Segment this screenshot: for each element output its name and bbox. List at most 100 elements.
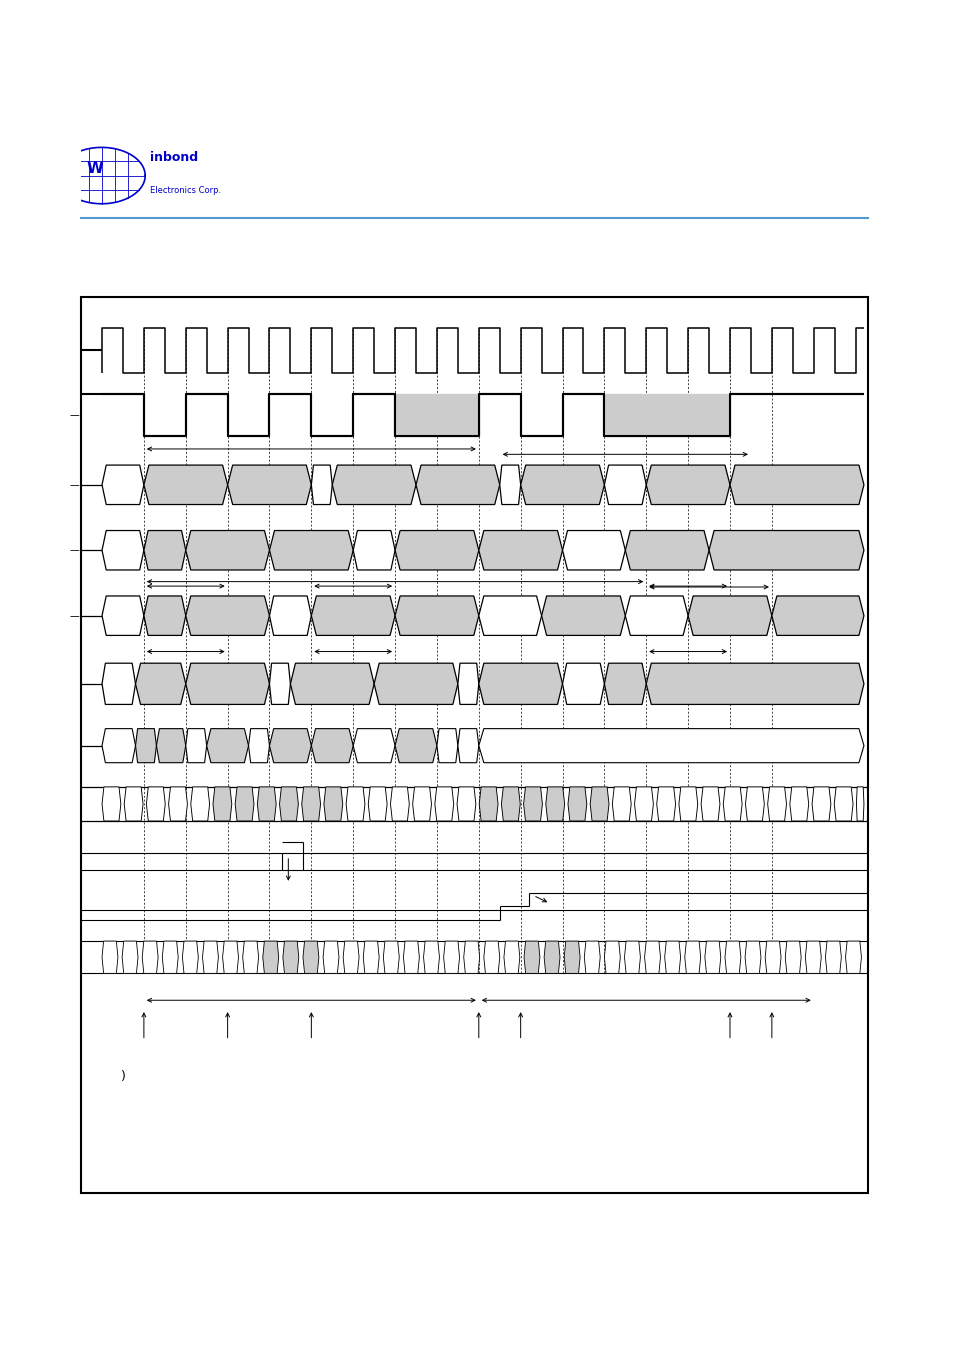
Polygon shape	[503, 941, 519, 973]
Polygon shape	[679, 787, 697, 821]
Polygon shape	[186, 663, 269, 705]
Polygon shape	[478, 531, 562, 570]
Polygon shape	[604, 465, 645, 504]
Polygon shape	[213, 787, 232, 821]
Polygon shape	[687, 596, 771, 635]
Text: —: —	[70, 545, 79, 555]
Polygon shape	[501, 787, 519, 821]
Polygon shape	[436, 729, 457, 763]
Polygon shape	[374, 663, 457, 705]
Polygon shape	[443, 941, 459, 973]
Polygon shape	[323, 941, 338, 973]
Polygon shape	[102, 531, 144, 570]
Polygon shape	[144, 465, 228, 504]
Polygon shape	[222, 941, 238, 973]
Polygon shape	[844, 941, 861, 973]
Polygon shape	[395, 531, 478, 570]
Polygon shape	[242, 941, 258, 973]
Polygon shape	[249, 729, 269, 763]
Polygon shape	[182, 941, 198, 973]
Polygon shape	[499, 465, 520, 504]
Polygon shape	[186, 729, 207, 763]
Polygon shape	[207, 729, 249, 763]
Polygon shape	[744, 787, 763, 821]
Polygon shape	[383, 941, 399, 973]
Polygon shape	[102, 663, 135, 705]
Polygon shape	[724, 941, 740, 973]
Polygon shape	[269, 531, 353, 570]
Polygon shape	[146, 787, 165, 821]
Polygon shape	[269, 596, 311, 635]
Polygon shape	[567, 787, 586, 821]
Text: —: —	[70, 611, 79, 620]
Polygon shape	[656, 787, 675, 821]
Polygon shape	[583, 941, 599, 973]
Polygon shape	[784, 941, 801, 973]
Polygon shape	[804, 941, 821, 973]
Polygon shape	[395, 729, 436, 763]
Polygon shape	[729, 465, 863, 504]
Text: Electronics Corp.: Electronics Corp.	[150, 186, 221, 195]
Polygon shape	[102, 596, 144, 635]
Polygon shape	[463, 941, 479, 973]
Polygon shape	[423, 941, 439, 973]
Polygon shape	[363, 941, 378, 973]
Text: ): )	[120, 1070, 125, 1082]
Polygon shape	[456, 787, 476, 821]
Polygon shape	[162, 941, 178, 973]
Polygon shape	[403, 941, 419, 973]
Polygon shape	[102, 465, 144, 504]
Polygon shape	[144, 531, 186, 570]
Polygon shape	[744, 941, 760, 973]
Polygon shape	[644, 941, 659, 973]
Polygon shape	[324, 787, 342, 821]
Polygon shape	[353, 531, 395, 570]
Polygon shape	[457, 663, 478, 705]
Polygon shape	[634, 787, 653, 821]
Polygon shape	[856, 787, 863, 821]
Text: —: —	[70, 480, 79, 489]
Polygon shape	[523, 787, 542, 821]
Polygon shape	[624, 941, 639, 973]
Polygon shape	[811, 787, 830, 821]
Polygon shape	[789, 787, 808, 821]
Polygon shape	[767, 787, 785, 821]
Polygon shape	[135, 663, 186, 705]
Polygon shape	[311, 596, 395, 635]
Polygon shape	[624, 596, 687, 635]
Polygon shape	[478, 596, 541, 635]
Polygon shape	[563, 941, 579, 973]
Polygon shape	[543, 941, 559, 973]
Polygon shape	[124, 787, 143, 821]
Text: W: W	[87, 160, 103, 175]
Polygon shape	[604, 941, 619, 973]
Polygon shape	[202, 941, 218, 973]
Polygon shape	[269, 729, 311, 763]
Polygon shape	[562, 531, 624, 570]
Polygon shape	[303, 941, 318, 973]
Polygon shape	[664, 941, 679, 973]
Polygon shape	[645, 663, 863, 705]
Text: —: —	[70, 410, 79, 419]
Polygon shape	[824, 941, 841, 973]
Polygon shape	[269, 663, 290, 705]
Polygon shape	[142, 941, 158, 973]
Polygon shape	[771, 596, 863, 635]
Polygon shape	[545, 787, 564, 821]
Polygon shape	[135, 729, 156, 763]
Polygon shape	[562, 663, 604, 705]
Polygon shape	[590, 787, 608, 821]
Polygon shape	[416, 465, 499, 504]
Polygon shape	[144, 596, 186, 635]
Polygon shape	[102, 941, 118, 973]
Polygon shape	[102, 787, 121, 821]
Polygon shape	[604, 663, 645, 705]
Polygon shape	[395, 596, 478, 635]
Polygon shape	[279, 787, 298, 821]
Polygon shape	[257, 787, 275, 821]
Polygon shape	[684, 941, 700, 973]
Polygon shape	[186, 596, 269, 635]
Polygon shape	[645, 465, 729, 504]
Polygon shape	[390, 787, 409, 821]
Polygon shape	[833, 787, 852, 821]
